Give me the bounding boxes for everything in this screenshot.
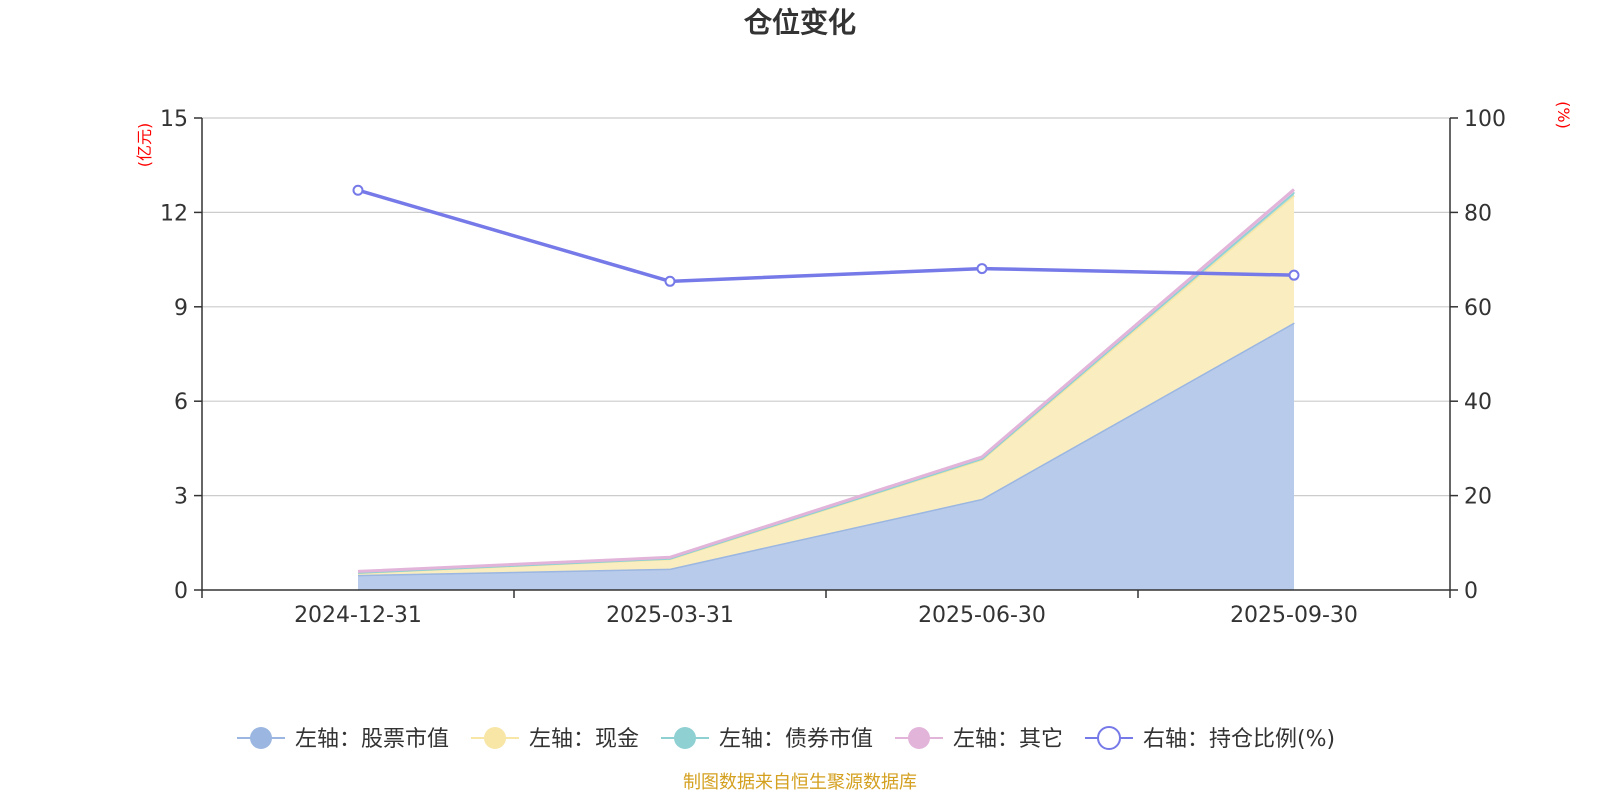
x-tick-label: 2024-12-31 xyxy=(294,603,422,628)
legend-marker xyxy=(250,727,272,749)
legend-marker xyxy=(484,727,506,749)
area-fill xyxy=(358,322,1294,590)
legend-label: 左轴：现金 xyxy=(529,727,639,752)
left-axis-unit: (亿元) xyxy=(135,123,154,168)
legend-label: 左轴：股票市值 xyxy=(295,727,449,752)
ratio-line-path xyxy=(357,188,1295,284)
x-tick-label: 2025-06-30 xyxy=(918,603,1046,628)
ratio-point xyxy=(352,184,364,196)
legend: 左轴：股票市值 左轴：现金 左轴：债券市值 左轴：其它 右轴：持仓比例(%) xyxy=(237,726,1335,752)
axes: 0 3 6 9 12 15 0 20 40 60 80 100 2024-12-31 2025-03-31… xyxy=(160,107,1506,628)
right-tick-label: 0 xyxy=(1464,579,1478,604)
legend-label: 右轴：持仓比例(%) xyxy=(1143,727,1335,752)
x-tick-label: 2025-03-31 xyxy=(606,603,734,628)
legend-marker xyxy=(674,727,696,749)
right-tick-label: 100 xyxy=(1464,107,1506,132)
right-tick-label: 40 xyxy=(1464,390,1492,415)
right-axis-unit: (%) xyxy=(1554,101,1573,129)
legend-label: 左轴：其它 xyxy=(953,727,1063,752)
left-tick-label: 6 xyxy=(174,390,188,415)
ratio-point xyxy=(664,275,676,287)
left-tick-label: 0 xyxy=(174,579,188,604)
legend-label: 左轴：债券市值 xyxy=(719,727,873,752)
area-fill xyxy=(358,195,1294,575)
stacked-areas xyxy=(357,188,1295,590)
left-tick-label: 12 xyxy=(160,201,188,226)
right-tick-label: 60 xyxy=(1464,296,1492,321)
ratio-point xyxy=(976,263,988,275)
left-tick-label: 15 xyxy=(160,107,188,132)
chart-title: 仓位变化 xyxy=(744,6,856,39)
legend-marker xyxy=(908,727,930,749)
legend-marker xyxy=(1097,726,1121,750)
source-note: 制图数据来自恒生聚源数据库 xyxy=(683,772,917,793)
right-tick-label: 20 xyxy=(1464,485,1492,510)
left-tick-label: 3 xyxy=(174,485,188,510)
area-line xyxy=(357,188,1295,573)
ratio-point xyxy=(1288,269,1300,281)
x-tick-label: 2025-09-30 xyxy=(1230,603,1358,628)
ratio-line xyxy=(352,184,1300,287)
left-tick-label: 9 xyxy=(174,296,188,321)
right-tick-label: 80 xyxy=(1464,201,1492,226)
